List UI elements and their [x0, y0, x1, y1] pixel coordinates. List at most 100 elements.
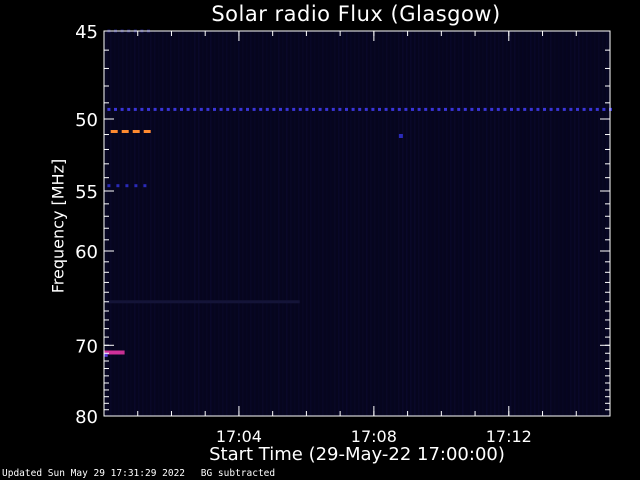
- y-tick-label: 80: [75, 407, 98, 428]
- noise-streak: [274, 31, 276, 416]
- y-axis-label: Frequency [MHz]: [48, 158, 68, 294]
- noise-streak: [574, 31, 576, 416]
- signal-point-2: [103, 352, 108, 357]
- band-segment-0: [272, 107, 276, 111]
- noise-streak: [114, 31, 116, 416]
- band-segment-0: [397, 107, 401, 111]
- band-segment-0: [140, 107, 144, 111]
- noise-streak: [382, 31, 384, 416]
- noise-streak: [142, 31, 144, 416]
- band-segment-0: [450, 107, 454, 111]
- updated-timestamp: Updated Sun May 29 17:31:29 2022: [2, 468, 186, 479]
- band-segment-0: [424, 107, 428, 111]
- noise-streak: [598, 31, 600, 416]
- noise-streak: [162, 31, 164, 416]
- x-tick-label: 17:04: [216, 427, 262, 446]
- band-segment-0: [232, 107, 236, 111]
- band-segment-0: [199, 107, 203, 111]
- noise-streak: [390, 31, 392, 416]
- noise-streak: [154, 31, 156, 416]
- band-segment-0: [351, 107, 355, 111]
- noise-streak: [106, 31, 108, 416]
- noise-streak: [378, 31, 380, 416]
- band-segment-0: [127, 107, 131, 111]
- noise-streak: [138, 31, 140, 416]
- noise-streak: [202, 31, 204, 416]
- band-segment-0: [437, 107, 441, 111]
- noise-streak: [522, 31, 524, 416]
- noise-streak: [222, 31, 224, 416]
- noise-streak: [578, 31, 580, 416]
- band-segment-0: [285, 107, 289, 111]
- band-segment-0: [463, 107, 467, 111]
- noise-streak: [346, 31, 348, 416]
- y-tick-label: 70: [75, 336, 98, 357]
- noise-streak: [122, 31, 124, 416]
- noise-streak: [562, 31, 564, 416]
- band-segment-0: [226, 107, 230, 111]
- y-tick-label: 50: [75, 110, 98, 131]
- band-segment-0: [483, 107, 487, 111]
- band-segment-0: [265, 107, 269, 111]
- noise-streak: [498, 31, 500, 416]
- noise-streak: [494, 31, 496, 416]
- band-segment-0: [430, 107, 434, 111]
- noise-streak: [238, 31, 240, 416]
- noise-streak: [146, 31, 148, 416]
- signal-point-1: [120, 350, 125, 355]
- band-segment-0: [510, 107, 513, 111]
- band-segment-0: [404, 107, 408, 111]
- noise-streak: [590, 31, 592, 416]
- band-segment-0: [166, 107, 170, 111]
- noise-streak: [570, 31, 572, 416]
- noise-streak: [110, 31, 112, 416]
- band-segment-0: [120, 107, 124, 111]
- band-segment-0: [331, 107, 335, 111]
- band-segment-0: [213, 107, 216, 111]
- band-segment-2: [116, 184, 120, 188]
- band-segment-0: [576, 107, 579, 111]
- noise-streak: [174, 31, 176, 416]
- noise-streak: [194, 31, 196, 416]
- band-segment-0: [186, 107, 190, 111]
- band-segment-0: [523, 107, 527, 111]
- noise-streak: [282, 31, 284, 416]
- noise-streak: [226, 31, 228, 416]
- noise-streak: [214, 31, 216, 416]
- noise-streak: [206, 31, 208, 416]
- band-segment-0: [107, 107, 111, 111]
- band-segment-0: [543, 107, 546, 111]
- noise-streak: [362, 31, 364, 416]
- band-segment-0: [503, 107, 507, 111]
- band-4: [104, 350, 121, 355]
- noise-streak: [442, 31, 444, 416]
- plot-frame: [103, 30, 611, 417]
- noise-streak: [338, 31, 340, 416]
- noise-streak: [398, 31, 400, 416]
- band-segment-0: [325, 107, 329, 111]
- noise-streak: [418, 31, 420, 416]
- noise-streak: [534, 31, 536, 416]
- noise-streak: [230, 31, 232, 416]
- noise-streak: [310, 31, 312, 416]
- band-segment-1: [121, 130, 129, 133]
- band-segment-0: [364, 107, 368, 111]
- band-segment-0: [312, 107, 315, 111]
- band-segment-1: [110, 130, 118, 133]
- noise-streak: [458, 31, 460, 416]
- noise-streak: [266, 31, 268, 416]
- noise-streak: [342, 31, 344, 416]
- noise-streak: [198, 31, 200, 416]
- band-segment-0: [173, 107, 177, 111]
- noise-streak: [450, 31, 452, 416]
- noise-streak: [366, 31, 368, 416]
- noise-streak: [438, 31, 440, 416]
- noise-streak: [190, 31, 192, 416]
- noise-streak: [302, 31, 304, 416]
- band-segment-0: [147, 107, 150, 111]
- noise-streak: [606, 31, 608, 416]
- noise-streak: [178, 31, 180, 416]
- band-segment-0: [457, 107, 461, 111]
- chart-title: Solar radio Flux (Glasgow): [211, 2, 501, 26]
- signal-point-0: [398, 134, 403, 138]
